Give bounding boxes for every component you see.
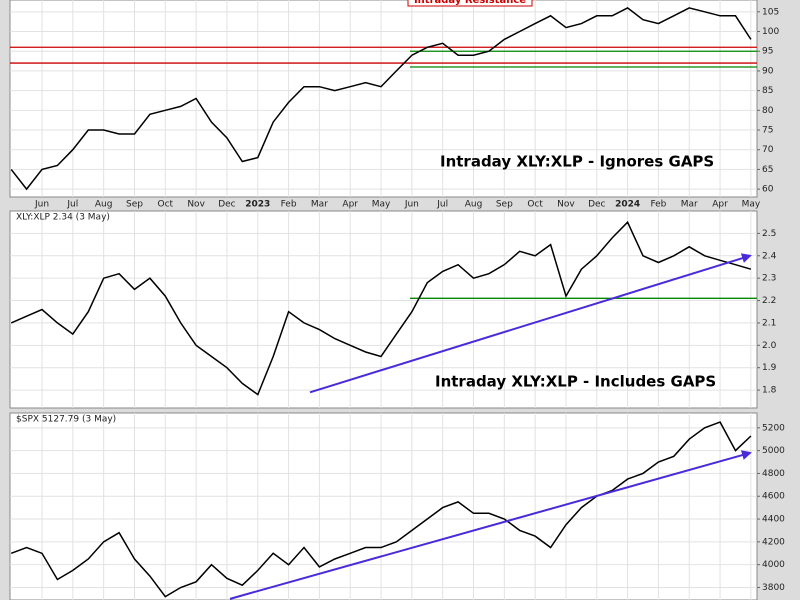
y-tick-label: 4000: [762, 560, 785, 570]
panel-title: $SPX 5127.79 (3 May): [16, 415, 116, 425]
y-tick-label: 105: [762, 7, 779, 17]
price-line: [10, 421, 752, 598]
x-tick-label: Jul: [66, 200, 78, 210]
plot: [10, 211, 757, 408]
x-tick-label: Sep: [126, 200, 143, 210]
y-tick-label: 3800: [762, 583, 785, 593]
y-tick-label: 100: [762, 27, 779, 37]
trendline: [229, 450, 752, 600]
x-tick-label: Nov: [187, 200, 205, 210]
y-tick-label: 2.5: [762, 229, 776, 239]
annotation: Intraday XLY:XLP - Includes GAPS: [435, 373, 716, 391]
x-tick-label: Feb: [650, 200, 666, 210]
y-tick-label: 2.1: [762, 318, 776, 328]
y-tick-label: 4200: [762, 537, 785, 547]
x-tick-label: Mar: [311, 200, 328, 210]
plot: [10, 0, 757, 197]
annotation-box: [407, 0, 533, 7]
y-tick-label: 5000: [762, 446, 785, 456]
x-tick-label: Jul: [436, 200, 448, 210]
annotation: Intraday XLY:XLP - Ignores GAPS: [440, 153, 714, 171]
x-tick-label: 2024: [615, 200, 640, 210]
x-tick-label: Apr: [342, 200, 358, 210]
x-tick-label: May: [372, 200, 391, 210]
y-tick-label: 4600: [762, 492, 785, 502]
y-tick-label: 2.0: [762, 341, 777, 351]
x-tick-label: Aug: [465, 200, 483, 210]
x-tick-label: Apr: [712, 200, 728, 210]
trendline: [309, 253, 752, 394]
y-tick-label: 70: [762, 145, 774, 155]
x-tick-label: Dec: [218, 200, 235, 210]
x-tick-label: Jun: [404, 200, 419, 210]
y-tick-label: 4800: [762, 469, 785, 479]
x-tick-label: Dec: [588, 200, 605, 210]
panel-title: XLY:XLP 2.34 (3 May): [16, 213, 110, 223]
y-tick-label: 2.2: [762, 296, 776, 306]
x-tick-label: May: [742, 200, 761, 210]
y-tick-label: 2.4: [762, 251, 777, 261]
annotation: Intraday Resistance: [414, 0, 526, 6]
price-line: [10, 7, 752, 191]
x-tick-label: Oct: [158, 200, 174, 210]
x-tick-label: Sep: [496, 200, 513, 210]
y-tick-label: 60: [762, 185, 774, 195]
panel: [9, 412, 758, 600]
x-tick-label: Mar: [681, 200, 698, 210]
y-tick-label: 4400: [762, 515, 785, 525]
x-tick-label: Jun: [34, 200, 49, 210]
price-line: [10, 220, 752, 396]
y-tick-label: 1.8: [762, 386, 777, 396]
y-tick-label: 5200: [762, 423, 785, 433]
y-tick-label: 65: [762, 165, 773, 175]
plot: [10, 413, 757, 600]
y-tick-label: 1.9: [762, 363, 777, 373]
x-tick-label: Oct: [527, 200, 543, 210]
y-tick-label: 95: [762, 47, 773, 57]
x-tick-label: Feb: [281, 200, 297, 210]
x-tick-label: Nov: [557, 200, 575, 210]
y-tick-label: 2.3: [762, 274, 776, 284]
x-tick-label: 2023: [245, 200, 270, 210]
y-tick-label: 75: [762, 126, 773, 136]
y-tick-label: 85: [762, 86, 773, 96]
x-tick-label: Aug: [95, 200, 113, 210]
y-tick-label: 80: [762, 106, 774, 116]
y-tick-label: 90: [762, 66, 774, 76]
